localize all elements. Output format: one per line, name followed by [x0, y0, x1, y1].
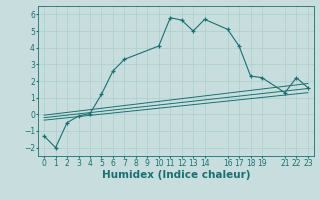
X-axis label: Humidex (Indice chaleur): Humidex (Indice chaleur)	[102, 170, 250, 180]
